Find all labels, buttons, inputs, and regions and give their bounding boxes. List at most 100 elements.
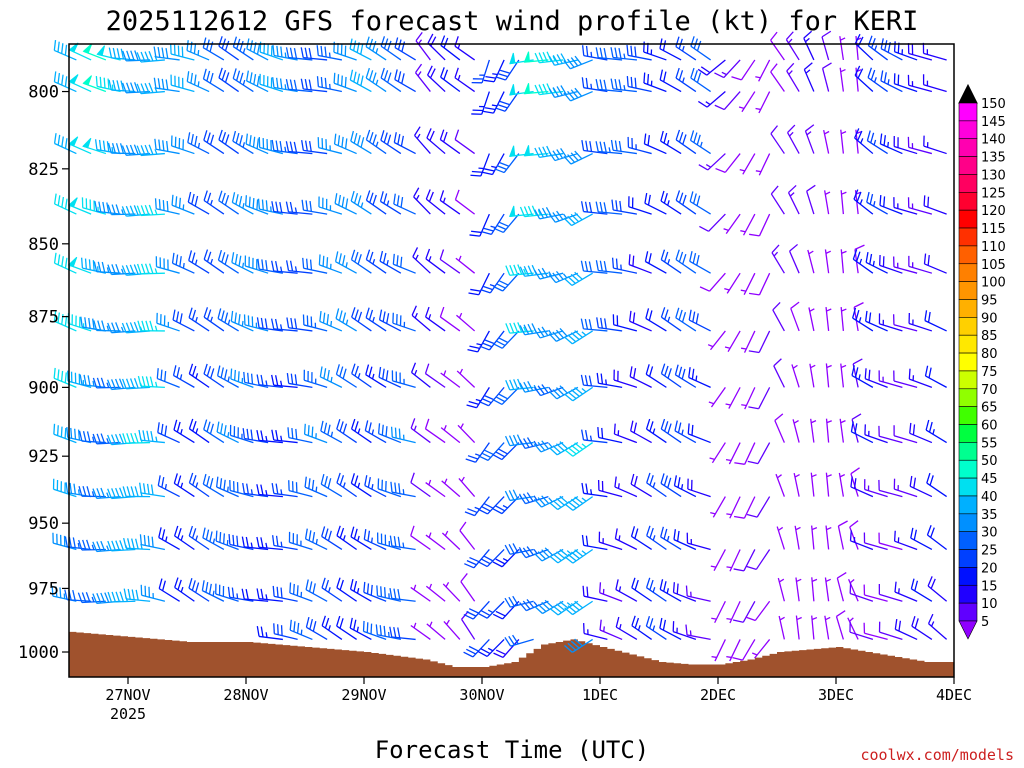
wind-barb [504,634,534,647]
barb-staff [727,330,741,353]
barb-feather [675,67,680,79]
wind-barb [580,318,608,332]
barb-feather [53,252,57,264]
wind-barb [597,479,623,498]
barb-feather [335,364,340,375]
barb-feather [224,40,230,52]
barb-staff [849,631,874,641]
wind-barb [686,532,711,551]
wind-barb [492,330,520,349]
barb-feather [111,488,117,499]
colorbar-segment [958,299,978,318]
barb-feather [383,587,386,598]
barb-half-feather [566,550,572,555]
barb-feather [439,306,445,318]
barb-feather [350,526,355,537]
barb-feather [140,205,146,216]
barb-feather [495,558,506,565]
barb-half-feather [581,388,587,393]
wind-barb [824,615,831,640]
barb-feather [492,508,503,515]
barb-half-feather [548,442,553,448]
barb-feather [477,650,488,657]
wind-barb [258,137,284,155]
barb-feather [397,588,401,600]
barb-feather [542,83,548,94]
barb-feather [206,475,210,487]
barb-half-feather [849,617,854,622]
barb-half-feather [194,259,198,265]
wind-barb [350,130,372,155]
barb-feather [234,312,237,324]
wind-barb [122,486,151,498]
barb-half-feather [533,548,538,554]
barb-feather [541,601,550,610]
barb-feather [619,200,622,212]
barb-feather [162,200,165,211]
barb-staff [711,442,726,464]
barb-feather [157,78,161,89]
barb-feather [599,260,603,272]
barb-staff [864,594,888,602]
barb-feather [426,128,432,139]
barb-feather [219,531,222,543]
barb-half-feather [375,141,379,147]
barb-staff [615,626,638,640]
barb-feather [927,613,934,624]
barb-feather [186,40,189,51]
wind-barb [482,153,505,176]
barb-feather [305,616,310,628]
barb-flag [509,84,516,96]
barb-half-feather [796,616,802,621]
barb-staff [410,482,431,498]
barb-feather [133,378,139,389]
wind-barb [850,476,874,498]
barb-feather [879,194,882,206]
wind-barb [580,260,608,274]
barb-flag [96,45,106,57]
wind-barb [659,130,682,155]
wind-barb [336,577,357,602]
barb-feather [414,126,421,136]
barb-half-feather [752,652,758,656]
barb-feather [205,529,210,540]
barb-feather [203,190,208,201]
barb-half-feather [402,489,405,495]
wind-barb [459,521,476,550]
wind-barb [393,132,416,155]
barb-flag [509,145,516,157]
barb-staff [723,91,741,111]
barb-staff [728,442,741,465]
wind-barb [410,418,431,444]
barb-feather [352,40,357,51]
barb-flag [82,43,93,54]
barb-feather [676,583,679,595]
wind-barb [599,582,623,602]
barb-feather [260,374,264,386]
barb-feather [366,583,370,594]
wind-barb [675,129,697,155]
barb-half-feather [682,77,685,83]
wind-barb [215,530,239,551]
barb-feather [135,589,139,601]
barb-feather [614,528,618,539]
barb-feather [574,55,582,65]
barb-feather [880,70,884,81]
barb-feather [191,309,197,321]
barb-staff [273,270,298,274]
barb-half-feather [446,619,450,625]
wind-barb [285,201,313,215]
barb-half-feather [590,51,593,58]
barb-half-feather [605,379,608,385]
wind-barb [549,600,579,616]
barb-staff [864,632,888,641]
wind-barb [439,190,461,215]
barb-feather [133,205,139,216]
barb-feather [279,141,283,152]
barb-feather [574,600,584,609]
wind-barb [809,363,816,388]
barb-feather [519,602,527,612]
barb-feather [80,257,84,269]
wind-barb [138,429,165,444]
colorbar-label: 60 [981,419,998,434]
